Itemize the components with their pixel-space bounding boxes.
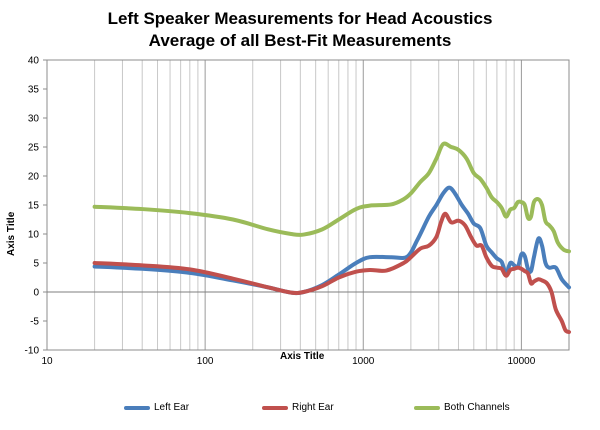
y-tick-label: 0: [33, 288, 39, 299]
y-tick-label: 10: [28, 230, 40, 241]
x-tick-label: 1000: [352, 356, 375, 367]
chart-title: Left Speaker Measurements for Head Acous…: [0, 8, 600, 52]
chart-title-line: Left Speaker Measurements for Head Acous…: [107, 9, 493, 28]
tick-labels: -10 -5 0 5 10 15 20 25 30 35 40 10 100 1000 10000: [25, 56, 536, 368]
y-axis-title-text: Axis Title: [6, 211, 17, 256]
plot-frame: [46, 59, 570, 351]
y-tick-label: 5: [33, 259, 39, 270]
legend-item-both-channels: Both Channels: [414, 402, 510, 413]
x-tick-label: 100: [197, 356, 214, 367]
legend-swatch-left-ear: [124, 405, 150, 410]
y-tick-label: 20: [28, 172, 40, 183]
legend-item-left-ear: Left Ear: [124, 402, 189, 413]
y-tick-label: -5: [30, 317, 39, 328]
grid-lines: [46, 60, 570, 350]
x-tick-label: 10: [41, 356, 53, 367]
y-tick-label: 40: [28, 56, 40, 67]
legend-swatch-right-ear: [262, 405, 288, 410]
y-tick-label: 35: [28, 85, 40, 96]
x-tick-label: 10000: [507, 356, 535, 367]
legend: Left Ear Right Ear Both Channels: [0, 402, 600, 418]
legend-label-left-ear: Left Ear: [154, 402, 190, 413]
y-tick-label: 30: [28, 114, 40, 125]
chart-subtitle-line: Average of all Best-Fit Measurements: [148, 31, 452, 50]
series-line-right-ear: [92, 211, 571, 335]
y-tick-label: 15: [28, 201, 40, 212]
y-axis-title: Axis Title: [6, 196, 26, 256]
legend-item-right-ear: Right Ear: [262, 402, 334, 413]
legend-label-both-channels: Both Channels: [444, 402, 510, 413]
legend-label-right-ear: Right Ear: [292, 402, 334, 413]
axes: [43, 59, 570, 351]
y-tick-label: -10: [25, 346, 40, 357]
y-tick-label: 25: [28, 143, 40, 154]
series-lines: [92, 141, 571, 335]
series-line-both-channels: [92, 141, 571, 254]
x-axis-title: Axis Title: [280, 351, 325, 362]
legend-swatch-both-channels: [414, 405, 440, 410]
